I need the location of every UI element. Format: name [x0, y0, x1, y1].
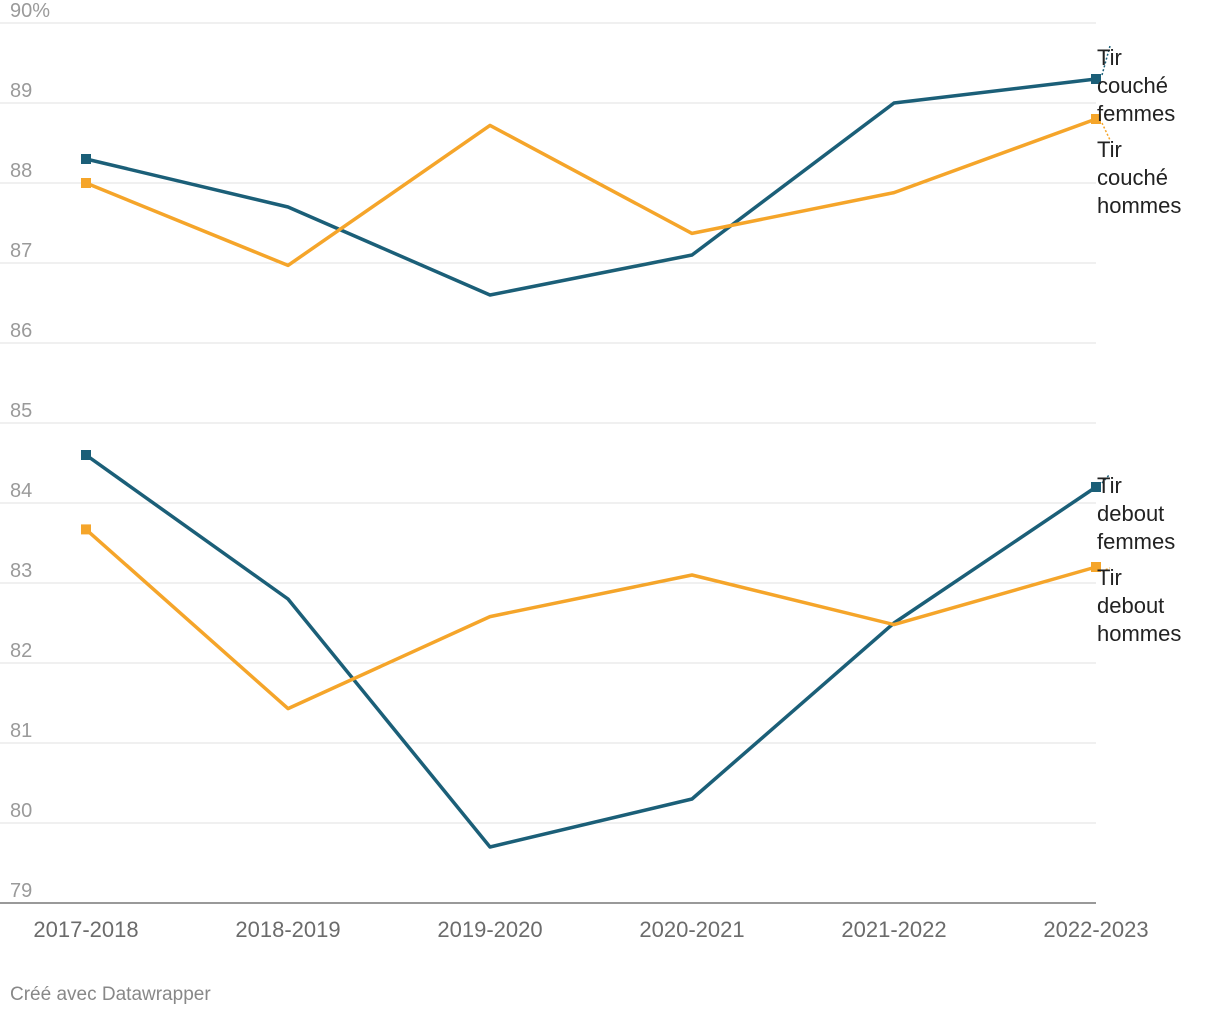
x-tick-label: 2018-2019 — [235, 917, 340, 942]
series-label-leader — [1101, 122, 1111, 141]
series-start-marker — [81, 178, 91, 188]
y-tick-label: 79 — [10, 880, 32, 902]
series-label-line: femmes — [1097, 529, 1175, 554]
x-tick-label: 2020-2021 — [639, 917, 744, 942]
series-line — [84, 453, 1097, 849]
x-tick-label: 2022-2023 — [1043, 917, 1148, 942]
series-label: Tir couché femmes — [1097, 45, 1175, 126]
y-tick-label: 81 — [10, 720, 32, 742]
series-end-marker — [1091, 482, 1101, 492]
x-tick-label: 2017-2018 — [33, 917, 138, 942]
x-tick-label: 2019-2020 — [437, 917, 542, 942]
series-layer — [81, 74, 1101, 849]
y-tick-label: 82 — [10, 640, 32, 662]
series-start-marker — [81, 450, 91, 460]
series-line — [84, 528, 1097, 711]
y-tick-label: 84 — [10, 480, 32, 502]
series-label-line: Tir — [1097, 473, 1122, 498]
series-label-line: debout — [1097, 501, 1164, 526]
series-label-line: hommes — [1097, 193, 1181, 218]
series-start-marker — [81, 524, 91, 535]
y-tick-label: 89 — [10, 80, 32, 102]
series-line — [85, 117, 1097, 268]
series-label-line: couché — [1097, 73, 1168, 98]
series-label-line: Tir — [1097, 45, 1122, 70]
y-tick-label: 87 — [10, 240, 32, 262]
series-label: Tir debout hommes — [1097, 565, 1181, 646]
y-tick-label: 90% — [10, 0, 50, 22]
series-label-leader — [1101, 567, 1111, 572]
series-label-line: femmes — [1097, 101, 1175, 126]
label-layer: Tir couché femmes Tir couché hommes Tir debout f… — [1097, 45, 1181, 646]
series-label-line: couché — [1097, 165, 1168, 190]
series-end-marker — [1091, 74, 1101, 84]
series-end-marker — [1091, 562, 1101, 572]
series-end-marker — [1091, 114, 1101, 124]
series-label-leader — [1101, 45, 1111, 76]
y-tick-label: 85 — [10, 400, 32, 422]
x-tick-label: 2021-2022 — [841, 917, 946, 942]
series-label-line: Tir — [1097, 565, 1122, 590]
y-tick-label: 86 — [10, 320, 32, 342]
y-tick-label: 88 — [10, 160, 32, 182]
series-start-marker — [81, 154, 91, 164]
series-line — [85, 77, 1097, 297]
series-label-line: Tir — [1097, 137, 1122, 162]
series-label: Tir couché hommes — [1097, 137, 1181, 218]
series-label-line: debout — [1097, 593, 1164, 618]
y-tick-label: 83 — [10, 560, 32, 582]
series-label-line: hommes — [1097, 621, 1181, 646]
y-tick-label: 80 — [10, 800, 32, 822]
series-label: Tir debout femmes — [1097, 473, 1175, 554]
footer-credit: Créé avec Datawrapper — [10, 984, 211, 1005]
